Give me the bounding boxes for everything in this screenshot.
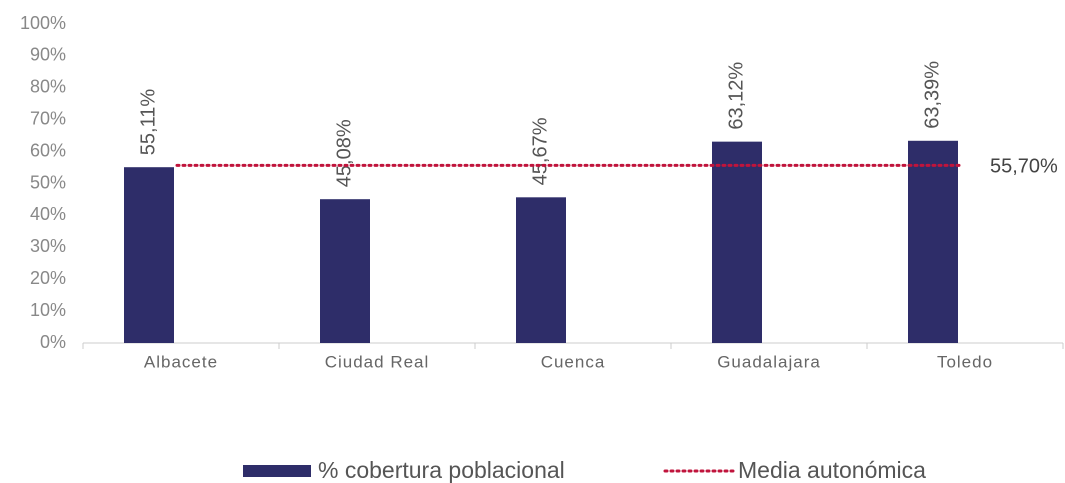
x-tick-label: Cuenca xyxy=(541,352,606,371)
y-tick-label: 70% xyxy=(30,108,66,128)
legend-label: % cobertura poblacional xyxy=(318,457,565,483)
bar xyxy=(516,197,566,343)
y-tick-label: 10% xyxy=(30,300,66,320)
legend-label: Media autonómica xyxy=(738,457,926,483)
bar xyxy=(320,199,370,343)
x-tick-label: Guadalajara xyxy=(717,352,821,371)
y-tick-label: 80% xyxy=(30,77,66,97)
data-label: 45,08% xyxy=(333,119,355,187)
y-tick-label: 90% xyxy=(30,45,66,65)
data-label: 55,11% xyxy=(137,89,159,156)
bar xyxy=(712,141,762,343)
x-tick-label: Ciudad Real xyxy=(325,352,430,371)
y-tick-label: 0% xyxy=(40,332,66,352)
y-tick-label: 60% xyxy=(30,140,66,160)
x-tick-label: Albacete xyxy=(144,352,218,371)
y-tick-label: 40% xyxy=(30,204,66,224)
data-label: 45,67% xyxy=(529,117,551,185)
x-tick-label: Toledo xyxy=(937,352,993,371)
data-label: 63,39% xyxy=(921,61,943,129)
data-label: 63,12% xyxy=(725,62,747,130)
bar xyxy=(908,140,958,343)
bar xyxy=(124,167,174,343)
y-tick-label: 100% xyxy=(20,13,66,33)
reference-label: 55,70% xyxy=(990,156,1058,178)
y-tick-label: 20% xyxy=(30,268,66,288)
y-tick-label: 50% xyxy=(30,172,66,192)
y-tick-label: 30% xyxy=(30,236,66,256)
legend-swatch xyxy=(243,465,311,477)
